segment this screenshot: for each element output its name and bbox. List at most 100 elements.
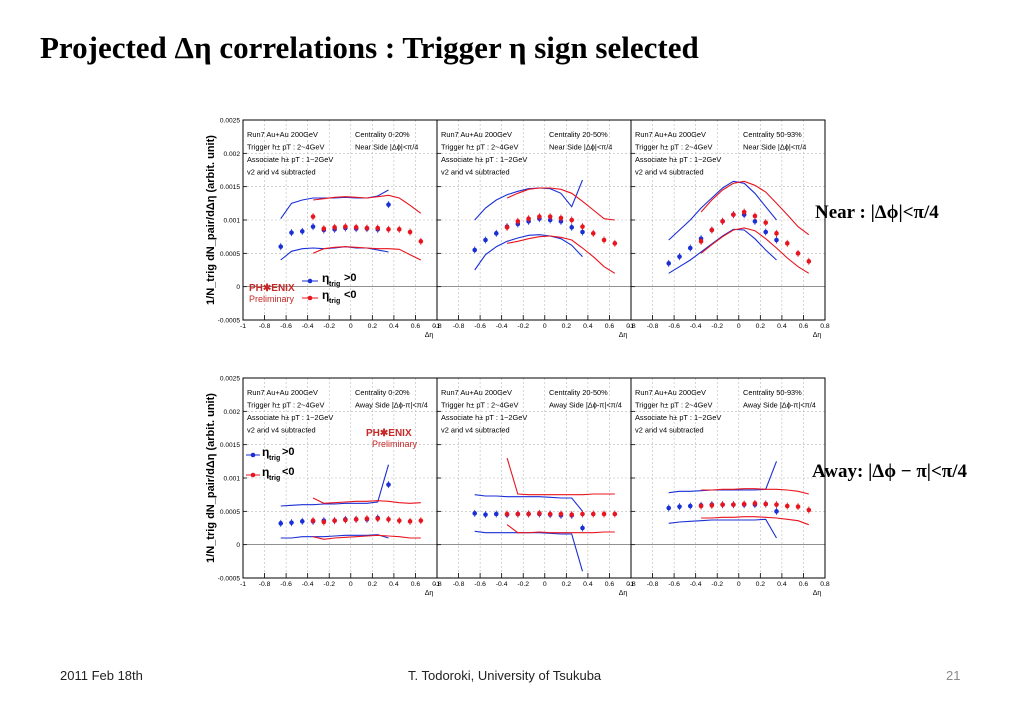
- negative-data-point: [752, 213, 758, 219]
- x-tick-label: -0.8: [453, 581, 465, 588]
- x-tick-label: 0.8: [626, 323, 636, 330]
- legend-marker: [307, 278, 313, 284]
- negative-data-point: [580, 224, 585, 229]
- positive-data-point: [580, 525, 585, 531]
- positive-data-point: [774, 509, 779, 514]
- negative-data-point: [396, 227, 402, 232]
- positive-data-point: [687, 503, 693, 509]
- x-tick-label: 0.8: [432, 323, 442, 330]
- x-tick-label: -0.2: [517, 323, 529, 330]
- legend-eta-sub: trig: [269, 475, 280, 482]
- negative-data-point: [774, 231, 779, 236]
- preliminary-text: Preliminary: [372, 439, 418, 449]
- negative-data-point: [353, 225, 359, 230]
- negative-data-point: [310, 518, 316, 523]
- negative-data-point: [332, 518, 337, 523]
- x-tick-label: 0: [349, 581, 353, 588]
- negative-data-point: [698, 503, 704, 509]
- legend-label: >0: [344, 272, 357, 284]
- x-tick-label: 0.6: [411, 323, 421, 330]
- negative-data-point: [763, 501, 769, 507]
- positive-band-lower-line: [474, 234, 583, 271]
- x-tick-label: 0.6: [605, 581, 615, 588]
- negative-data-point: [590, 231, 596, 236]
- positive-data-point: [687, 245, 693, 251]
- x-tick-label: -0.8: [453, 323, 465, 330]
- panel-info-text: Run7 Au+Au 200GeV: [635, 388, 706, 397]
- negative-data-point: [774, 502, 779, 507]
- legend-eta: η: [262, 445, 269, 459]
- away-side-label: Away: |Δϕ − π|<π/4: [812, 461, 967, 482]
- footer-date: 2011 Feb 18th: [60, 668, 143, 683]
- panel-condition-text: Away Side |Δϕ-π|<π/4: [549, 401, 622, 410]
- panel-info-text: v2 and v4 subtracted: [441, 168, 510, 177]
- x-axis-label: Δη: [425, 590, 434, 597]
- panel-condition-text: Near Side |Δϕ|<π/4: [549, 143, 612, 152]
- legend-eta-sub: trig: [269, 455, 280, 462]
- positive-band-upper-line: [668, 180, 777, 241]
- x-tick-label: -0.6: [668, 323, 680, 330]
- panel-info-text: Trigger h± pT : 2~4GeV: [247, 401, 324, 410]
- negative-data-point: [731, 502, 736, 507]
- x-tick-label: 0.4: [389, 323, 399, 330]
- panel-info-text: Trigger h± pT : 2~4GeV: [635, 143, 712, 152]
- negative-data-point: [321, 519, 327, 525]
- x-tick-label: -0.2: [711, 581, 723, 588]
- panel-away-50-93: -1 -0.8 -0.6 -0.4 -0.2 0 0.2 0.4 0.6 0.8 Δη Run7 Au…: [628, 377, 830, 597]
- x-tick-label: -0.6: [474, 323, 486, 330]
- negative-data-point: [558, 215, 564, 221]
- x-tick-label: -0.8: [647, 581, 659, 588]
- panel-info-text: v2 and v4 subtracted: [635, 168, 704, 177]
- near-figure-background: [200, 98, 845, 340]
- y-tick-label: 0: [236, 542, 240, 549]
- negative-data-point: [537, 511, 542, 516]
- positive-data-point: [774, 237, 779, 243]
- panel-condition-text: Away Side |Δϕ-π|<π/4: [355, 401, 428, 410]
- panel-info-text: Associate h± pT : 1~2GeV: [247, 413, 333, 422]
- negative-data-point: [537, 214, 542, 219]
- y-tick-label-top: 0.0025: [220, 376, 241, 383]
- positive-data-point: [666, 505, 672, 511]
- y-tick-label: -0.0005: [218, 576, 241, 583]
- negative-data-point: [741, 501, 747, 507]
- negative-band-upper-line: [700, 180, 810, 236]
- positive-band-upper-line: [668, 461, 778, 494]
- y-tick-label: 0: [236, 284, 240, 291]
- negative-data-point: [763, 220, 769, 225]
- negative-band-lower-line: [312, 246, 422, 261]
- negative-data-point: [784, 241, 790, 246]
- x-tick-label: 0.4: [583, 581, 593, 588]
- negative-data-point: [526, 216, 531, 221]
- negative-band-lower-line: [700, 227, 810, 274]
- positive-data-point: [752, 219, 758, 224]
- x-tick-label: -0.6: [668, 581, 680, 588]
- x-tick-label: 0.6: [799, 323, 809, 330]
- negative-band-lower-line: [701, 516, 809, 526]
- negative-data-point: [396, 518, 402, 523]
- legend-eta-sub: trig: [329, 281, 340, 288]
- positive-data-point: [310, 224, 316, 229]
- y-tick-label: 0.001: [223, 476, 240, 483]
- x-axis-label: Δη: [619, 332, 628, 339]
- negative-band-lower-line: [506, 235, 616, 274]
- x-tick-label: 0.4: [583, 323, 593, 330]
- x-tick-label: -0.2: [711, 323, 723, 330]
- negative-data-point: [364, 516, 370, 521]
- x-tick-label: 0.4: [389, 581, 399, 588]
- x-tick-label: -0.4: [690, 323, 702, 330]
- panel-condition-text: Centrality 20-50%: [549, 130, 608, 139]
- negative-band-upper-line: [313, 194, 422, 214]
- y-axis-label: 1/N_trig dN_pair/dΔη (arbit. unit): [205, 135, 217, 305]
- x-tick-label: -0.6: [280, 323, 292, 330]
- x-tick-label: -0.4: [496, 323, 508, 330]
- panel-info-text: Associate h± pT : 1~2GeV: [247, 155, 333, 164]
- x-tick-label: 0.6: [605, 323, 615, 330]
- legend-label: >0: [282, 446, 295, 458]
- x-tick-label: -0.8: [259, 581, 271, 588]
- negative-data-point: [364, 225, 370, 231]
- x-tick-label: 0.6: [411, 581, 421, 588]
- negative-data-point: [795, 251, 801, 256]
- phenix-logo: PH✱ENIX: [366, 428, 412, 439]
- x-tick-label: 0.8: [820, 581, 830, 588]
